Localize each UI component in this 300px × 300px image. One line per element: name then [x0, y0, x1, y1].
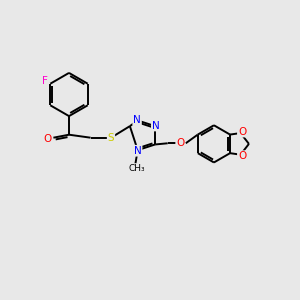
- Text: F: F: [42, 76, 48, 86]
- Text: N: N: [134, 146, 142, 156]
- Text: O: O: [44, 134, 52, 144]
- Text: CH₃: CH₃: [128, 164, 145, 173]
- Text: O: O: [238, 127, 246, 136]
- Text: S: S: [108, 133, 114, 143]
- Text: N: N: [133, 115, 141, 125]
- Text: N: N: [152, 121, 160, 130]
- Text: O: O: [176, 138, 184, 148]
- Text: O: O: [238, 151, 246, 161]
